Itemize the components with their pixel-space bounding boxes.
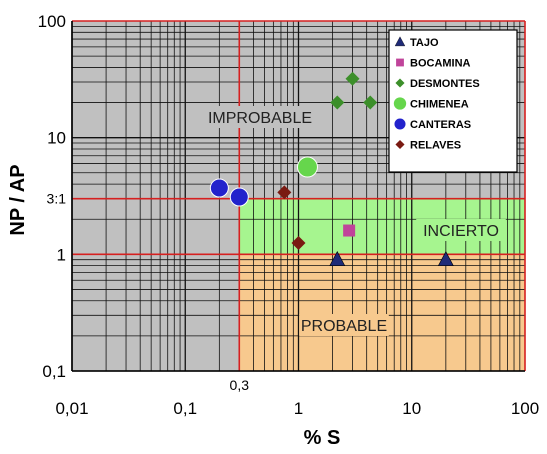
legend-marker-tajo <box>394 36 406 47</box>
region-label-incierto-bg <box>416 219 506 241</box>
legend-marker-relaves <box>395 139 405 150</box>
region-label-incierto: INCIERTO <box>423 223 499 240</box>
x-tick-label-threshold: 0,3 <box>230 377 250 393</box>
point-relaves-1 <box>291 236 306 251</box>
legend-marker-bocamina <box>396 58 404 67</box>
legend-marker-shape <box>395 78 405 88</box>
region-label-improbable: IMPROBABLE <box>208 110 312 127</box>
point-canteras-0 <box>209 178 229 198</box>
grid <box>71 21 525 372</box>
legend-label: RELAVES <box>410 140 461 152</box>
x-tick-label: 100 <box>511 399 539 418</box>
legend-marker-canteras <box>393 117 407 131</box>
region-label-probable-bg <box>299 314 389 336</box>
point-relaves-0 <box>277 185 292 200</box>
point-tajo-1 <box>437 251 454 266</box>
region-label-improbable-bg <box>205 106 315 128</box>
y-tick-label: 0,1 <box>42 362 66 381</box>
y-tick-label: 10 <box>47 129 66 148</box>
legend-box <box>388 29 518 173</box>
axis-titles: % S NP / AP <box>7 164 340 449</box>
legend-label: DESMONTES <box>410 78 480 90</box>
legend-marker-shape <box>393 96 407 111</box>
legend-marker-desmontes <box>395 78 405 88</box>
legend-marker-shape <box>396 58 404 67</box>
point-chimenea-0 <box>296 156 318 178</box>
point-canteras-1 <box>229 187 249 207</box>
legend-label: BOCAMINA <box>410 58 471 70</box>
y-tick-label: 100 <box>38 12 66 31</box>
point-desmontes-0 <box>345 71 360 86</box>
region-label-probable: PROBABLE <box>301 318 387 335</box>
region-labels: IMPROBABLE INCIERTO PROBABLE <box>205 106 506 336</box>
legend-label: TAJO <box>410 37 439 49</box>
y-axis-title: NP / AP <box>7 164 29 235</box>
legend-marker-shape <box>394 36 406 47</box>
x-tick-label: 10 <box>402 399 421 418</box>
legend-label: CHIMENEA <box>410 99 469 111</box>
point-bocamina-0 <box>343 224 356 237</box>
legend: TAJO BOCAMINA DESMONTES CHIMENEA CANTERAS REL… <box>388 29 518 173</box>
legend-marker-chimenea <box>393 96 407 111</box>
legend-marker-shape <box>393 117 407 131</box>
legend-marker-shape <box>395 139 405 150</box>
region-probable <box>239 254 525 371</box>
tick-labels: 0,01 0,1 1 10 100 0,1 1 10 100 0,3 3:1 <box>38 12 540 418</box>
y-tick-label: 1 <box>57 245 66 264</box>
x-tick-label: 1 <box>294 399 303 418</box>
y-tick-label-threshold: 3:1 <box>47 191 67 207</box>
legend-label: CANTERAS <box>410 119 471 131</box>
x-tick-label: 0,01 <box>55 399 88 418</box>
point-desmontes-2 <box>363 95 378 110</box>
point-tajo-0 <box>329 251 346 266</box>
x-axis-title: % S <box>304 427 341 449</box>
point-desmontes-1 <box>330 95 345 110</box>
x-tick-label: 0,1 <box>173 399 197 418</box>
